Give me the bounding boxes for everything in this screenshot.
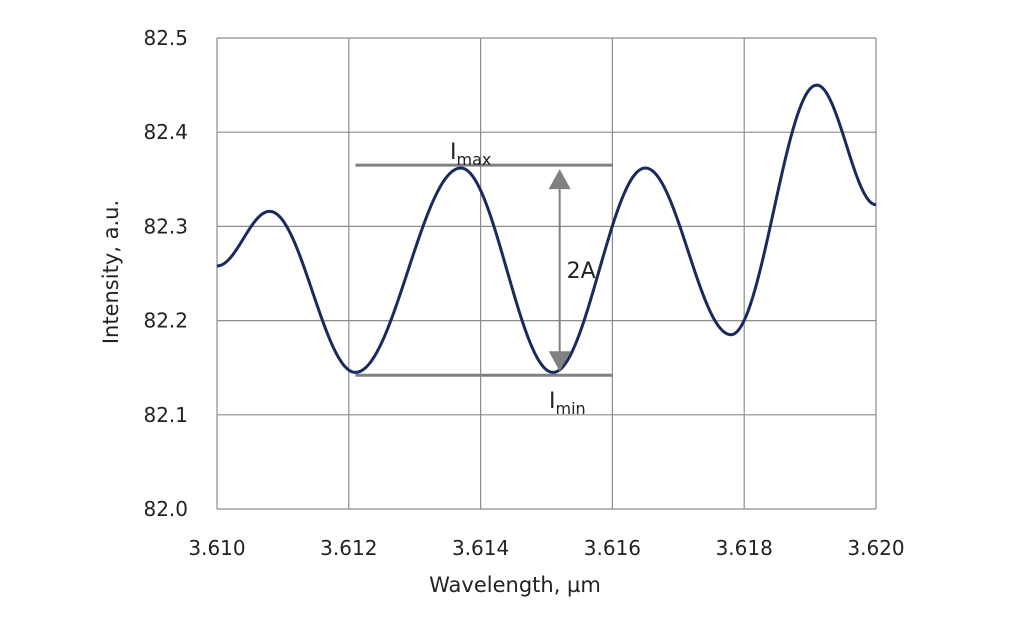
y-tick-label: 82.2 bbox=[143, 309, 188, 333]
intensity-line bbox=[216, 83, 877, 374]
imax-label: Imax bbox=[450, 140, 491, 169]
data-series bbox=[216, 83, 877, 374]
x-tick-label: 3.620 bbox=[847, 536, 904, 560]
y-tick-label: 82.5 bbox=[143, 26, 188, 50]
x-tick-label: 3.614 bbox=[452, 536, 509, 560]
reference-lines bbox=[355, 163, 613, 377]
annotations: 2A Imax Imin bbox=[450, 140, 596, 418]
y-tick-label: 82.0 bbox=[143, 497, 188, 521]
x-tick-label: 3.618 bbox=[716, 536, 773, 560]
arrow-head-down bbox=[548, 351, 571, 372]
arrow-head-up bbox=[548, 169, 571, 190]
y-tick-label: 82.1 bbox=[143, 403, 188, 427]
x-tick-label: 3.612 bbox=[320, 536, 377, 560]
x-tick-label: 3.616 bbox=[584, 536, 641, 560]
x-axis-label: Wavelength, µm bbox=[429, 573, 601, 597]
grid bbox=[216, 37, 877, 510]
y-tick-label: 82.4 bbox=[143, 120, 188, 144]
y-tick-label: 82.3 bbox=[143, 214, 188, 238]
amplitude-label: 2A bbox=[567, 259, 596, 284]
tick-labels: 3.610 3.612 3.614 3.616 3.618 3.620 82.0 82.1 82… bbox=[143, 26, 904, 560]
imin-label: Imin bbox=[549, 389, 586, 418]
y-axis-label: Intensity, a.u. bbox=[99, 200, 123, 344]
x-tick-label: 3.610 bbox=[188, 536, 245, 560]
